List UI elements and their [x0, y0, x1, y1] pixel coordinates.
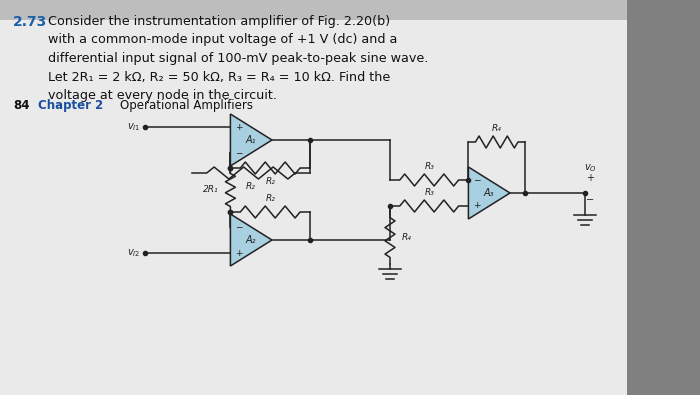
Text: Chapter 2: Chapter 2	[38, 99, 104, 112]
Bar	[627, 0, 700, 395]
Text: −: −	[586, 195, 594, 205]
Text: $v_{I1}$: $v_{I1}$	[127, 121, 140, 133]
Text: +: +	[235, 122, 243, 132]
Text: voltage at every node in the circuit.: voltage at every node in the circuit.	[48, 89, 277, 102]
Text: +: +	[586, 173, 594, 183]
Text: A₁: A₁	[246, 135, 256, 145]
Text: Let 2R₁ = 2 kΩ, R₂ = 50 kΩ, R₃ = R₄ = 10 kΩ. Find the: Let 2R₁ = 2 kΩ, R₂ = 50 kΩ, R₃ = R₄ = 10…	[48, 70, 391, 83]
Polygon shape	[230, 114, 272, 166]
Text: −: −	[235, 149, 243, 158]
Text: −: −	[473, 175, 481, 184]
Text: R₄: R₄	[492, 124, 502, 133]
Text: Operational Amplifiers: Operational Amplifiers	[120, 99, 253, 112]
Text: with a common-mode input voltage of +1 V (dc) and a: with a common-mode input voltage of +1 V…	[48, 34, 398, 47]
Text: +: +	[235, 248, 243, 258]
Text: A₃: A₃	[484, 188, 494, 198]
Text: Consider the instrumentation amplifier of Fig. 2.20(b): Consider the instrumentation amplifier o…	[48, 15, 390, 28]
Text: 84: 84	[13, 99, 29, 112]
Text: R₄: R₄	[402, 233, 412, 242]
Text: R₂: R₂	[246, 182, 256, 191]
Bar	[0, 0, 627, 395]
Polygon shape	[468, 167, 510, 219]
Polygon shape	[230, 214, 272, 266]
Text: differential input signal of 100-mV peak-to-peak sine wave.: differential input signal of 100-mV peak…	[48, 52, 428, 65]
Text: R₂: R₂	[265, 177, 275, 186]
Text: 2.73: 2.73	[13, 15, 48, 29]
Text: +: +	[473, 201, 481, 211]
Bar	[0, 0, 627, 20]
Text: A₂: A₂	[246, 235, 256, 245]
Text: $v_{I2}$: $v_{I2}$	[127, 247, 140, 259]
Text: 2R₁: 2R₁	[203, 186, 218, 194]
Text: $v_O$: $v_O$	[584, 162, 596, 174]
Text: −: −	[235, 222, 243, 231]
Text: R₂: R₂	[265, 194, 275, 203]
Text: R₃: R₃	[424, 188, 434, 197]
Text: R₃: R₃	[424, 162, 434, 171]
